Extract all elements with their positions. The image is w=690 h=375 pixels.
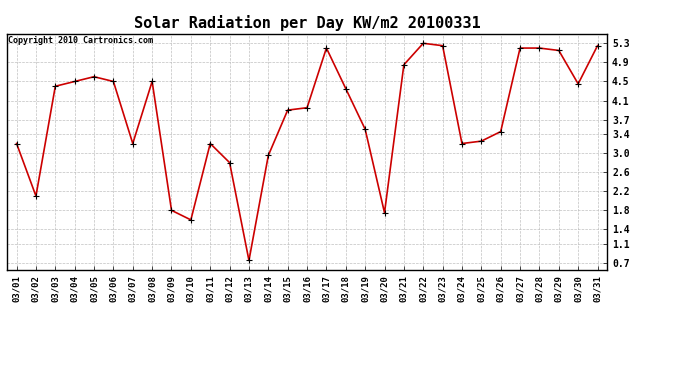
Title: Solar Radiation per Day KW/m2 20100331: Solar Radiation per Day KW/m2 20100331 (134, 15, 480, 31)
Text: Copyright 2010 Cartronics.com: Copyright 2010 Cartronics.com (8, 36, 153, 45)
